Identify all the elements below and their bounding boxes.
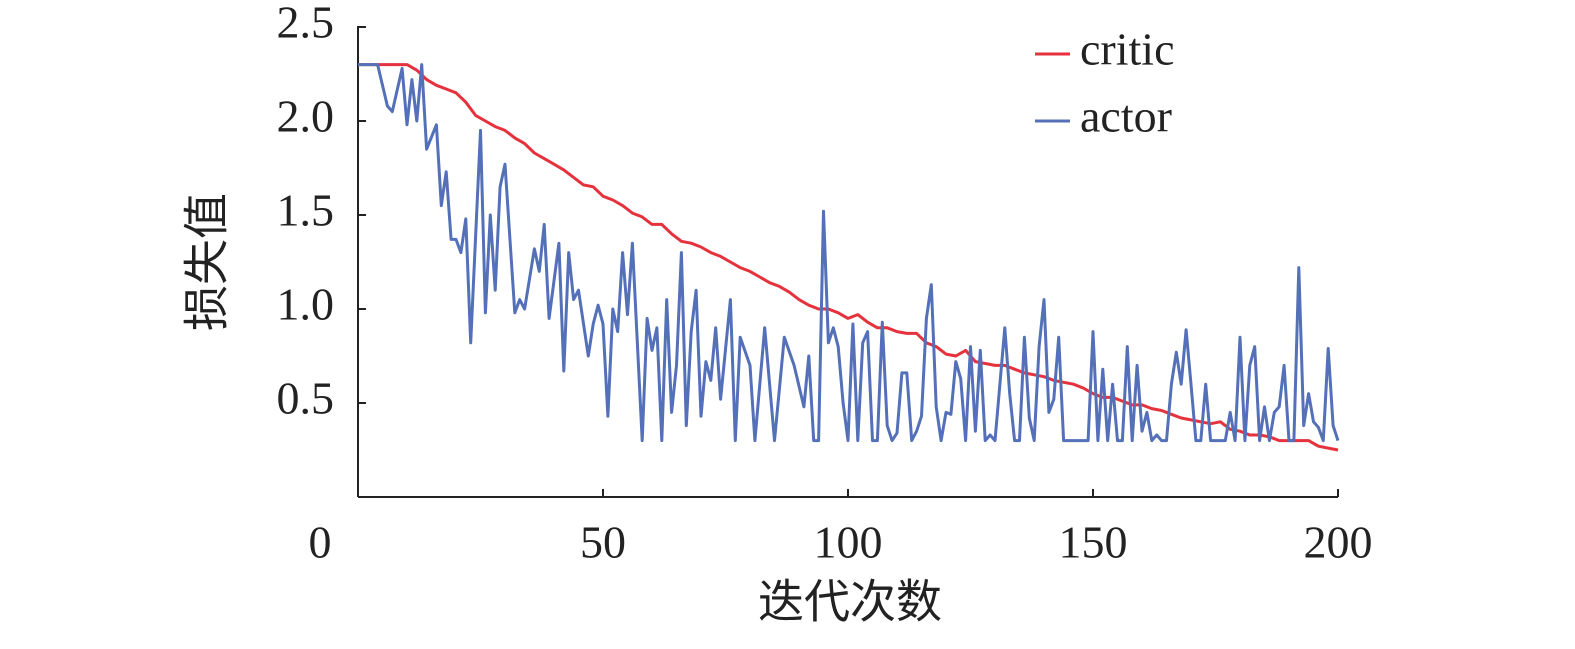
y-tick-label: 2.5	[277, 0, 335, 48]
line-critic	[358, 63, 1339, 452]
x-tick-label: 100	[814, 517, 883, 568]
y-axis-label: 损失值	[182, 193, 233, 331]
legend-label: critic	[1080, 24, 1175, 75]
x-tick-label: 200	[1304, 517, 1373, 568]
x-tick-label: 50	[580, 517, 626, 568]
x-tick-label: 150	[1059, 517, 1128, 568]
x-axis-label: 迭代次数	[758, 577, 942, 628]
legend-label: actor	[1080, 91, 1172, 142]
line-actor	[358, 63, 1340, 443]
y-tick-label: 0.5	[277, 373, 335, 424]
y-tick-label: 1.0	[277, 279, 335, 330]
y-tick-label: 1.5	[277, 185, 335, 236]
x-tick-label: 0	[309, 517, 332, 568]
y-tick-label: 2.0	[277, 91, 335, 142]
